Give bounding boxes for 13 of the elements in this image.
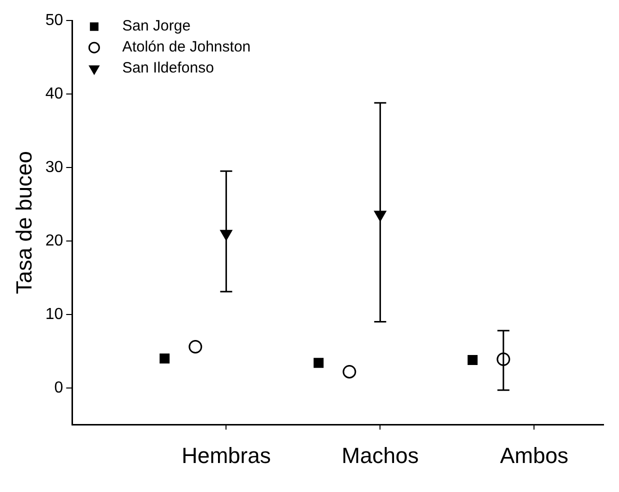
legend-label: San Jorge: [122, 18, 191, 35]
y-tick-label: 10: [45, 306, 64, 323]
x-tick-label: Hembras: [182, 442, 271, 468]
x-tick-label: Ambos: [500, 442, 568, 468]
y-tick-label: 20: [45, 232, 64, 250]
y-tick-label: 0: [54, 379, 64, 396]
y-tick-label: 50: [45, 12, 64, 30]
legend-label: San Ildefonso: [122, 60, 214, 77]
y-tick-label: 40: [45, 85, 64, 102]
x-tick-label: Machos: [342, 442, 419, 468]
y-axis-title: Tasa de buceo: [11, 151, 36, 294]
y-tick-label: 30: [45, 158, 64, 176]
legend-label: Atolón de Johnston: [122, 38, 251, 56]
